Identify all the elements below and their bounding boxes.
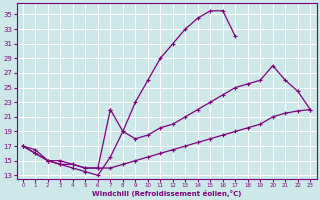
X-axis label: Windchill (Refroidissement éolien,°C): Windchill (Refroidissement éolien,°C): [92, 190, 241, 197]
